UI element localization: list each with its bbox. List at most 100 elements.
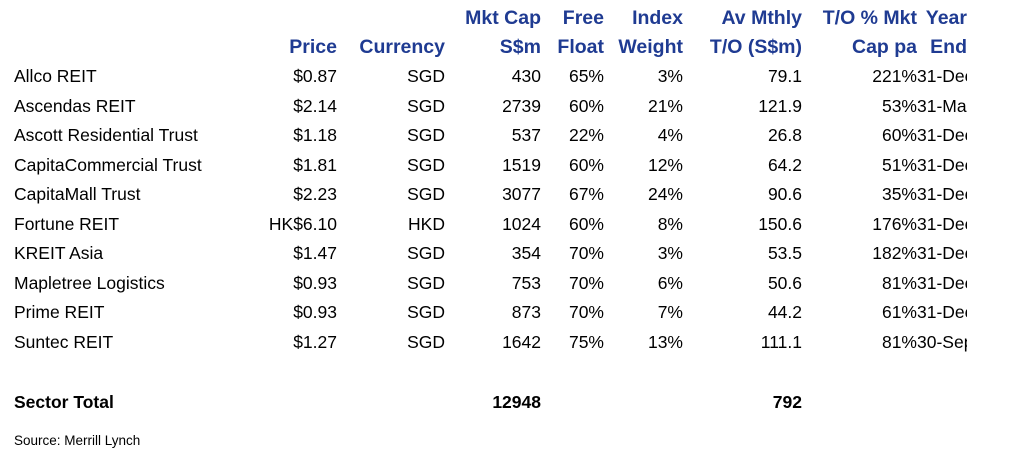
spacer — [0, 269, 14, 299]
cell-name: Ascendas REIT — [14, 95, 136, 116]
spacer — [236, 387, 337, 417]
spacer — [0, 357, 14, 387]
cell-to-pct-mkt-cap: 61% — [881, 302, 917, 322]
cell-free-float: 60% — [568, 213, 604, 234]
column-header-to-pct-mkt-cap: Cap pa — [851, 36, 917, 58]
cell-to-pct-mkt-cap: 60% — [881, 125, 917, 145]
column-header-currency: Currency — [359, 36, 445, 58]
column-header-mkt-cap: Mkt Cap — [465, 7, 541, 29]
column-header-year-end: End — [930, 36, 967, 58]
spacer — [917, 387, 967, 417]
column-header-index-weight: Index — [632, 7, 683, 29]
spacer — [0, 151, 14, 181]
spacer — [0, 180, 14, 210]
cell-av-mthly-to: 50.6 — [767, 272, 802, 293]
column-header-free-float: Float — [557, 36, 604, 58]
cell-name: Fortune REIT — [14, 213, 120, 234]
cell-index-weight: 7% — [657, 302, 683, 322]
cell-to-pct-mkt-cap: 221% — [872, 66, 917, 86]
cell-av-mthly-to: 121.9 — [758, 95, 802, 116]
spacer — [0, 210, 14, 240]
cell-year-end: 31-Dec — [917, 213, 967, 234]
cell-free-float: 75% — [568, 331, 604, 352]
cell-currency: SGD — [407, 184, 445, 204]
cell-free-float: 65% — [568, 66, 604, 86]
cell-free-float: 67% — [568, 184, 604, 204]
cell-name: Suntec REIT — [14, 331, 114, 352]
cell-year-end: 31-Dec — [917, 125, 967, 145]
sector-total-av-mthly-to: 792 — [772, 392, 802, 412]
cell-currency: SGD — [407, 331, 445, 352]
cell-index-weight: 6% — [657, 272, 683, 293]
cell-currency: SGD — [407, 125, 445, 145]
cell-currency: SGD — [407, 66, 445, 86]
column-header-index-weight: Weight — [618, 36, 683, 58]
cell-mkt-cap: 1519 — [502, 154, 541, 175]
cell-price: $0.93 — [293, 302, 337, 322]
cell-price: HK$6.10 — [268, 213, 337, 234]
cell-year-end: 31-Mar — [917, 95, 967, 116]
cell-free-float: 22% — [568, 125, 604, 145]
cell-index-weight: 4% — [657, 125, 683, 145]
cell-name: Ascott Residential Trust — [14, 125, 198, 145]
column-header-to-pct-mkt-cap: T/O % Mkt — [822, 7, 917, 29]
cell-year-end: 31-Dec — [917, 243, 967, 263]
spacer — [604, 357, 683, 387]
spacer — [0, 33, 14, 62]
cell-year-end: 31-Dec — [917, 66, 967, 86]
column-header-price: Price — [289, 36, 337, 58]
spacer — [0, 92, 14, 122]
column-header-free-float: Free — [562, 7, 604, 29]
cell-av-mthly-to: 90.6 — [767, 184, 802, 204]
sector-total-mkt-cap: 12948 — [492, 392, 541, 412]
sector-total-label: Sector Total — [14, 392, 114, 412]
spacer — [0, 239, 14, 269]
column-header-name — [14, 33, 236, 62]
cell-year-end: 31-Dec — [917, 272, 967, 293]
cell-price: $0.93 — [293, 272, 337, 293]
cell-year-end: 31-Dec — [917, 302, 967, 322]
cell-name: Mapletree Logistics — [14, 272, 165, 293]
cell-mkt-cap: 753 — [511, 272, 541, 293]
cell-year-end: 31-Dec — [917, 154, 967, 175]
cell-mkt-cap: 873 — [511, 302, 541, 322]
cell-mkt-cap: 3077 — [502, 184, 541, 204]
column-header-av-mthly-to: T/O (S$m) — [709, 36, 802, 58]
cell-to-pct-mkt-cap: 53% — [881, 95, 917, 116]
spacer — [917, 357, 967, 387]
cell-index-weight: 8% — [657, 213, 683, 234]
cell-currency: SGD — [407, 154, 445, 175]
spacer — [337, 357, 445, 387]
cell-mkt-cap: 537 — [511, 125, 541, 145]
spacer — [236, 357, 337, 387]
cell-mkt-cap: 1024 — [502, 213, 541, 234]
cell-price: $2.14 — [293, 95, 337, 116]
spacer — [604, 387, 683, 417]
cell-av-mthly-to: 44.2 — [767, 302, 802, 322]
cell-name: CapitaMall Trust — [14, 184, 141, 204]
cell-av-mthly-to: 79.1 — [767, 66, 802, 86]
column-header-currency — [337, 0, 445, 33]
spacer — [0, 328, 14, 358]
cell-name: Allco REIT — [14, 66, 97, 86]
spacer — [541, 387, 604, 417]
spacer — [683, 357, 802, 387]
cell-index-weight: 3% — [657, 243, 683, 263]
cell-index-weight: 21% — [647, 95, 683, 116]
reit-sector-table: Mkt Cap Free Index Av Mthly T/O % Mkt Year Pri… — [0, 0, 967, 417]
cell-index-weight: 12% — [647, 154, 683, 175]
cell-price: $1.27 — [293, 331, 337, 352]
cell-price: $1.18 — [293, 125, 337, 145]
cell-to-pct-mkt-cap: 81% — [881, 272, 917, 293]
cell-to-pct-mkt-cap: 182% — [872, 243, 917, 263]
cell-free-float: 70% — [568, 243, 604, 263]
cell-name: Prime REIT — [14, 302, 105, 322]
cell-to-pct-mkt-cap: 35% — [881, 184, 917, 204]
spacer — [337, 387, 445, 417]
spacer — [0, 121, 14, 151]
cell-to-pct-mkt-cap: 176% — [872, 213, 917, 234]
cell-currency: SGD — [407, 95, 445, 116]
cell-av-mthly-to: 26.8 — [767, 125, 802, 145]
cell-name: KREIT Asia — [14, 243, 104, 263]
cell-currency: SGD — [407, 302, 445, 322]
